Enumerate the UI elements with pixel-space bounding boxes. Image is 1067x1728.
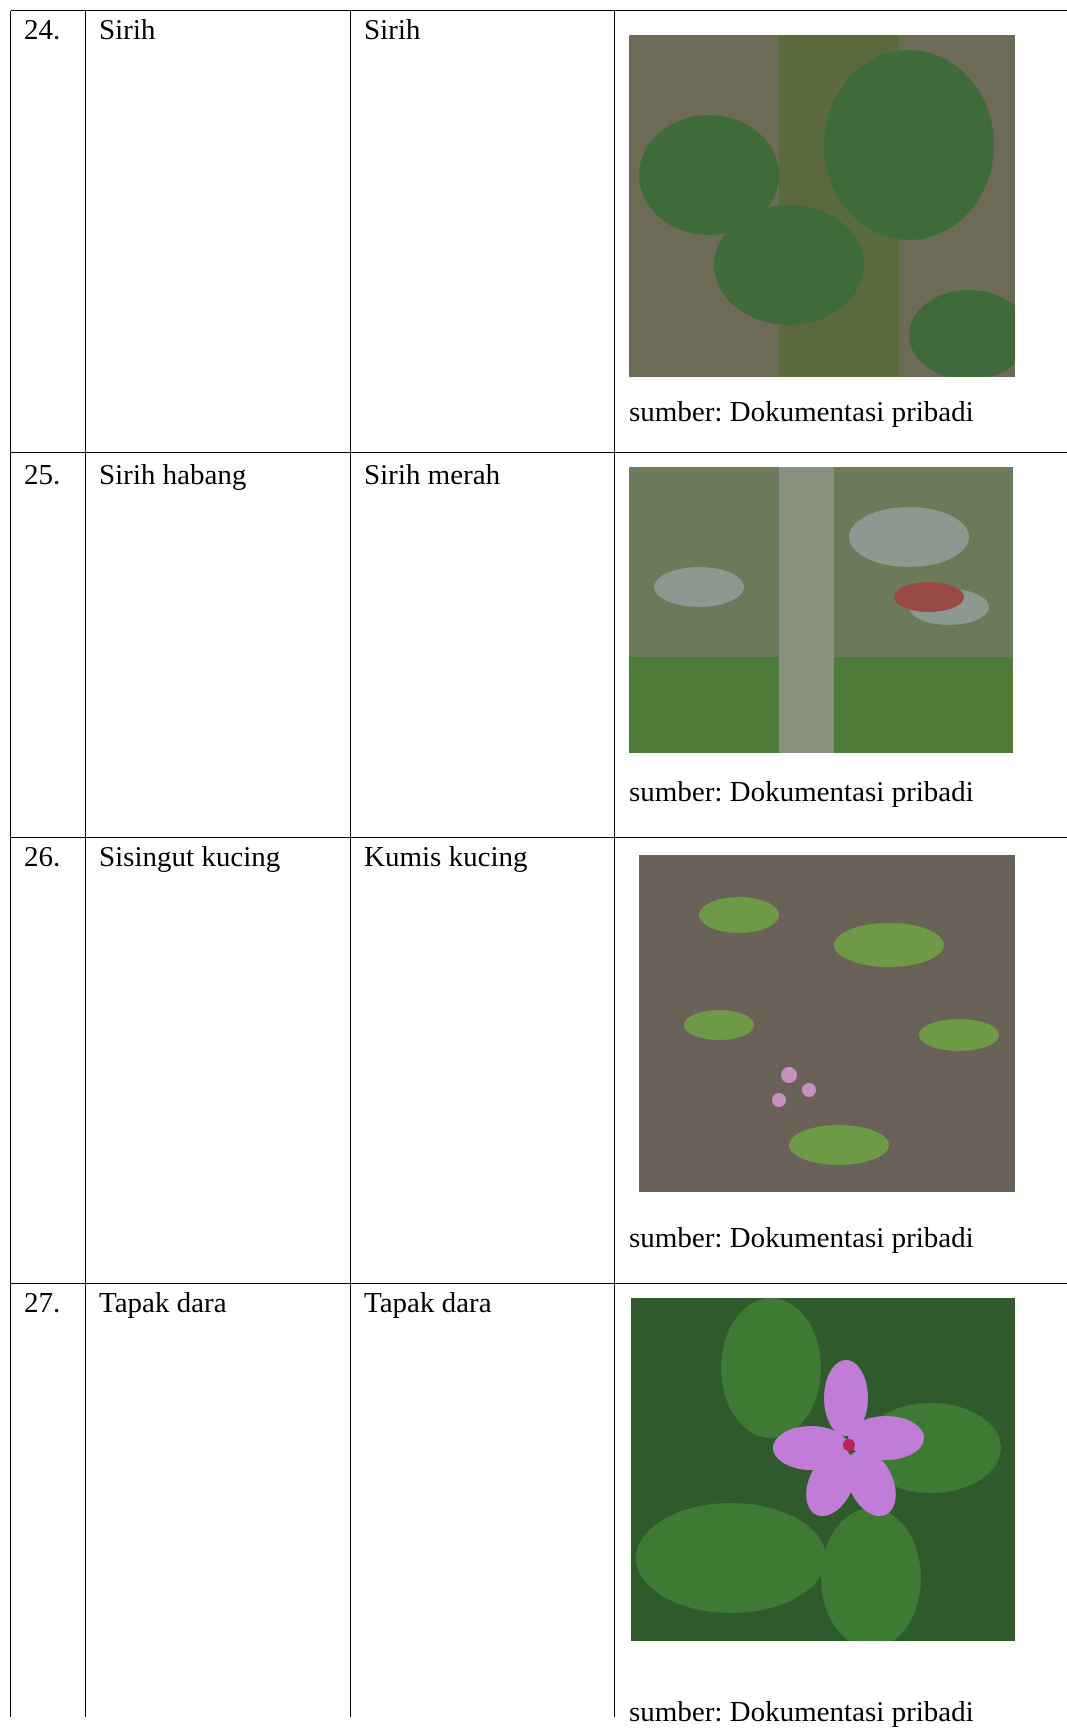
photo-caption: sumber: Dokumentasi pribadi	[629, 1696, 974, 1728]
row-border	[11, 837, 1067, 838]
plant-photo	[629, 467, 1013, 753]
row-border	[11, 10, 1067, 11]
column-border	[614, 11, 615, 1717]
plant-photo	[639, 855, 1015, 1192]
row-border	[11, 452, 1067, 453]
column-border	[85, 11, 86, 1717]
row-number: 24.	[24, 14, 61, 46]
local-name: Tapak dara	[99, 1287, 227, 1319]
column-border	[10, 11, 11, 1717]
row-number: 26.	[24, 841, 61, 873]
plant-name: Sirih merah	[364, 459, 501, 491]
plant-photo	[629, 35, 1015, 377]
plant-photo	[631, 1298, 1015, 1641]
column-border	[350, 11, 351, 1717]
local-name: Sirih	[99, 14, 156, 46]
row-number: 25.	[24, 459, 61, 491]
local-name: Sirih habang	[99, 459, 247, 491]
plant-name: Kumis kucing	[364, 841, 528, 873]
photo-caption: sumber: Dokumentasi pribadi	[629, 1222, 974, 1254]
row-number: 27.	[24, 1287, 61, 1319]
plant-name: Sirih	[364, 14, 421, 46]
plant-name: Tapak dara	[364, 1287, 492, 1319]
photo-caption: sumber: Dokumentasi pribadi	[629, 776, 974, 808]
photo-caption: sumber: Dokumentasi pribadi	[629, 396, 974, 428]
local-name: Sisingut kucing	[99, 841, 281, 873]
row-border	[11, 1283, 1067, 1284]
